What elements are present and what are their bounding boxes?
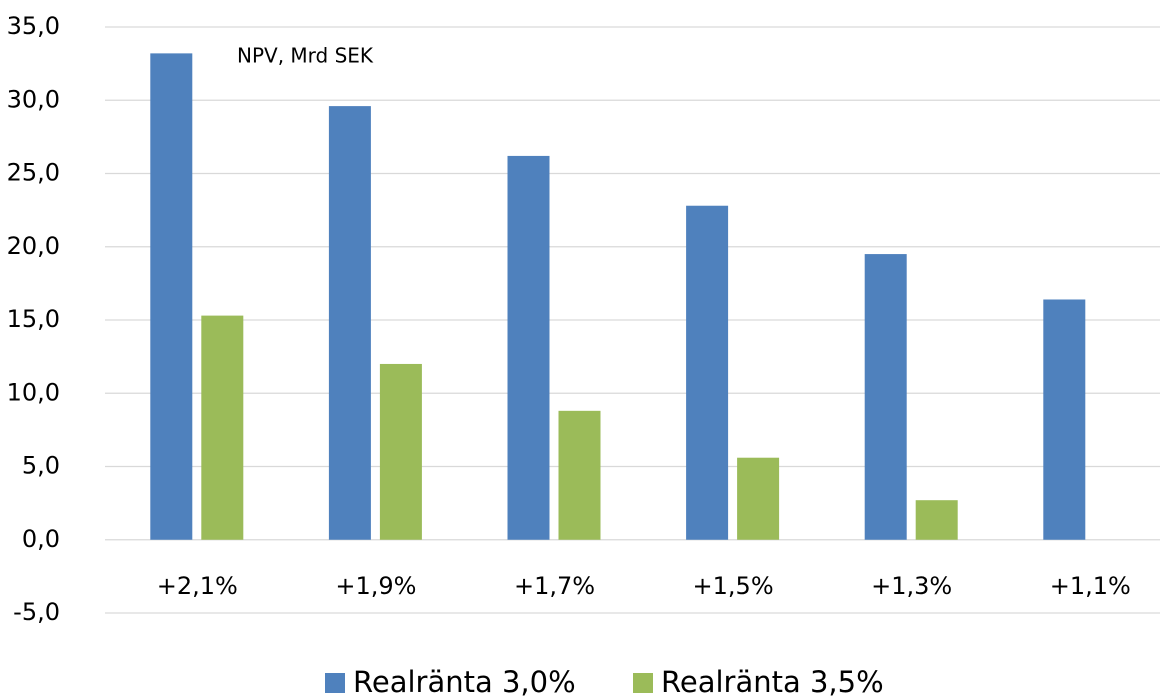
y-tick-label: -5,0 (13, 598, 60, 626)
bar (150, 53, 193, 540)
y-tick-label: 10,0 (7, 378, 60, 406)
y-tick-label: 25,0 (7, 159, 60, 187)
y-tick-label: 35,0 (7, 12, 60, 40)
y-tick-label: 5,0 (22, 452, 60, 480)
bar (328, 106, 371, 540)
y-tick-label: 20,0 (7, 232, 60, 260)
legend-swatch (325, 673, 345, 693)
x-tick-label: +2,1% (157, 572, 238, 600)
bar (737, 457, 780, 540)
x-tick-label: +1,5% (693, 572, 774, 600)
bar (201, 315, 244, 540)
bar (915, 500, 958, 540)
bar (379, 363, 422, 540)
x-tick-label: +1,1% (1050, 572, 1131, 600)
x-tick-label: +1,7% (514, 572, 595, 600)
bar (864, 254, 907, 540)
y-tick-label: 0,0 (22, 525, 60, 553)
bar (1043, 299, 1086, 540)
y-tick-label: 30,0 (7, 85, 60, 113)
legend-label: Realränta 3,5% (661, 665, 884, 699)
bar (507, 155, 550, 540)
legend-label: Realränta 3,0% (353, 665, 576, 699)
y-tick-label: 15,0 (7, 305, 60, 333)
bar (686, 205, 729, 540)
x-tick-label: +1,9% (335, 572, 416, 600)
annotation: NPV, Mrd SEK (237, 44, 374, 68)
legend-swatch (633, 673, 653, 693)
x-tick-label: +1,3% (871, 572, 952, 600)
bar (558, 410, 601, 540)
